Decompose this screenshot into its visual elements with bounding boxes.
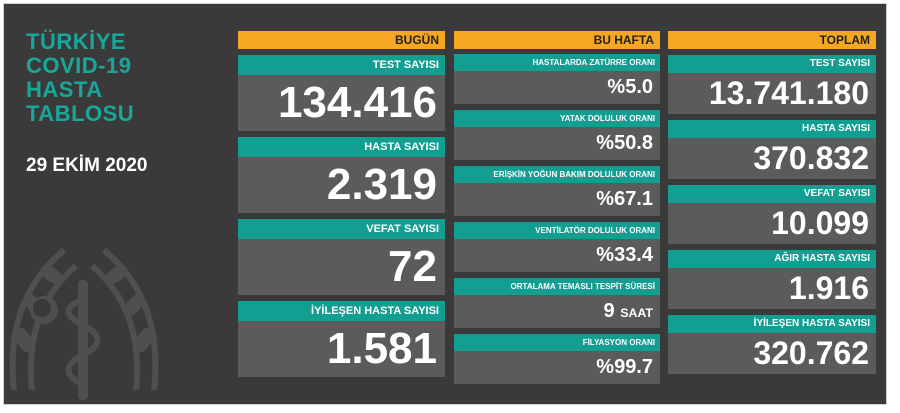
title-line: TABLOSU [26,101,135,126]
stat-label: HASTA SAYISI [668,120,876,138]
stat-label: HASTALARDA ZATÜRRE ORANI [454,54,660,71]
stat-card: VEFAT SAYISI 72 [238,219,445,295]
title-line: TÜRKİYE [26,29,127,54]
stat-card: ERİŞKİN YOĞUN BAKIM DOLULUK ORANI %67.1 [454,166,660,216]
stat-value-row: 9 SAAT [454,295,660,328]
stat-value: %99.7 [454,351,660,384]
stat-card: İYİLEŞEN HASTA SAYISI 1.581 [238,301,445,377]
stat-label: TEST SAYISI [668,55,876,73]
page-title: TÜRKİYE COVID-19 HASTA TABLOSU [26,30,134,126]
report-date: 29 EKİM 2020 [26,155,148,176]
stat-card: İYİLEŞEN HASTA SAYISI 320.762 [668,315,876,374]
stat-value: 10.099 [668,203,876,244]
stat-value: %5.0 [454,71,660,104]
stat-card: TEST SAYISI 134.416 [238,55,445,131]
stat-value: 320.762 [668,333,876,374]
stat-value: 2.319 [238,157,445,213]
column-toplam: TOPLAM TEST SAYISI 13.741.180 HASTA SAYI… [668,31,876,374]
stat-card: VENTİLATÖR DOLULUK ORANI %33.4 [454,222,660,272]
stat-label: VEFAT SAYISI [668,185,876,203]
stat-value: 13.741.180 [668,73,876,114]
stat-label: AĞIR HASTA SAYISI [668,250,876,268]
stat-label: TEST SAYISI [238,55,445,75]
stat-card: FİLYASYON ORANI %99.7 [454,334,660,384]
stat-card: HASTALARDA ZATÜRRE ORANI %5.0 [454,54,660,104]
stat-value: 72 [238,239,445,295]
title-line: COVID-19 [26,53,132,78]
stat-label: ERİŞKİN YOĞUN BAKIM DOLULUK ORANI [454,166,660,183]
stat-card: AĞIR HASTA SAYISI 1.916 [668,250,876,309]
stat-card: HASTA SAYISI 370.832 [668,120,876,179]
title-line: HASTA [26,77,103,102]
stat-label: FİLYASYON ORANI [454,334,660,351]
covid-table-board: TÜRKİYE COVID-19 HASTA TABLOSU 29 EKİM 2… [3,3,887,405]
ministry-emblem-icon [9,247,159,400]
stat-label: VEFAT SAYISI [238,219,445,239]
column-bu-hafta: BU HAFTA HASTALARDA ZATÜRRE ORANI %5.0 Y… [454,31,660,384]
stat-value: %33.4 [454,239,660,272]
stat-card: YATAK DOLULUK ORANI %50.8 [454,110,660,160]
stat-value: 370.832 [668,138,876,179]
stat-card: HASTA SAYISI 2.319 [238,137,445,213]
stat-card: ORTALAMA TEMASLI TESPİT SÜRESİ 9 SAAT [454,278,660,328]
stat-label: İYİLEŞEN HASTA SAYISI [238,301,445,321]
column-header: BUGÜN [238,31,445,49]
stat-value: %67.1 [454,183,660,216]
stat-label: İYİLEŞEN HASTA SAYISI [668,315,876,333]
column-header: TOPLAM [668,31,876,49]
stat-label: YATAK DOLULUK ORANI [454,110,660,127]
stat-card: VEFAT SAYISI 10.099 [668,185,876,244]
column-bugun: BUGÜN TEST SAYISI 134.416 HASTA SAYISI 2… [238,31,445,377]
stat-value: 9 [603,300,615,322]
stat-value: 1.581 [238,321,445,377]
stat-label: VENTİLATÖR DOLULUK ORANI [454,222,660,239]
stat-label: HASTA SAYISI [238,137,445,157]
stat-value: 134.416 [238,75,445,131]
stat-card: TEST SAYISI 13.741.180 [668,55,876,114]
column-header: BU HAFTA [454,31,660,49]
stat-value: %50.8 [454,127,660,160]
stat-unit: SAAT [620,306,653,320]
stat-value: 1.916 [668,268,876,309]
stat-label: ORTALAMA TEMASLI TESPİT SÜRESİ [454,278,660,295]
